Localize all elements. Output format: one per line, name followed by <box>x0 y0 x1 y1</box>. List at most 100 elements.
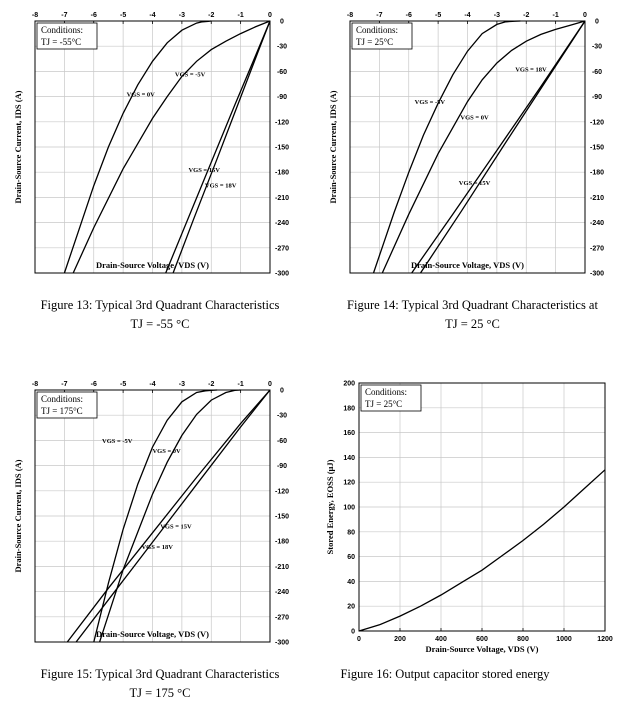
x-tick-label: -6 <box>406 12 412 19</box>
conditions-frame <box>351 22 413 50</box>
figure-13-caption-line1: Figure 13: Typical 3rd Quadrant Characte… <box>40 298 280 312</box>
y-tick-label: -120 <box>275 119 289 126</box>
x-tick-label: -7 <box>61 12 67 19</box>
x-axis-label: Drain-Source Voltage, VDS (V) <box>96 260 209 270</box>
y-tick-label: -300 <box>590 271 604 278</box>
series-line <box>63 20 212 274</box>
y-tick-label: 60 <box>347 554 355 561</box>
series-line <box>98 389 241 643</box>
x-tick-label: -4 <box>149 381 155 388</box>
y-tick-label: -60 <box>277 438 287 445</box>
conditions-title: Conditions: <box>365 387 407 397</box>
x-tick-label: 400 <box>435 636 447 643</box>
x-tick-label: -1 <box>238 381 244 388</box>
conditions-value: TJ = -55°C <box>41 37 81 47</box>
x-tick-label: 800 <box>517 636 529 643</box>
y-tick-label: -90 <box>592 94 602 101</box>
curve-label: VGS = 15V <box>459 180 491 187</box>
curve-label: VGS = 18V <box>515 66 547 73</box>
curve-label: VGS = 18V <box>141 544 173 551</box>
figure-16-caption: Figure 16: Output capacitor stored energ… <box>320 665 570 684</box>
y-tick-label: -210 <box>275 195 289 202</box>
y-tick-label: 0 <box>280 388 284 395</box>
y-tick-label: -90 <box>277 463 287 470</box>
figure-15-caption-line2: TJ = 175 °C <box>129 686 191 700</box>
x-axis-label: Drain-Source Voltage, VDS (V) <box>96 629 209 639</box>
x-tick-label: -2 <box>523 12 529 19</box>
y-tick-label: -60 <box>277 69 287 76</box>
curve-label: VGS = -5V <box>175 71 206 78</box>
series-line <box>419 20 586 274</box>
series-line <box>165 20 271 274</box>
y-tick-label: 0 <box>595 19 599 26</box>
series-line <box>66 389 271 643</box>
y-tick-label: 40 <box>347 579 355 586</box>
figure-13-chart: -8 -7 -6 -5 -4 -3 -2 -1 0 0 -30 -60 -90 -120 -150 -180 -… <box>10 6 300 296</box>
series-line <box>75 389 271 643</box>
y-tick-label: -30 <box>592 44 602 51</box>
y-tick-label: 200 <box>343 381 355 388</box>
x-tick-label: -7 <box>61 381 67 388</box>
figure-15-caption-line1: Figure 15: Typical 3rd Quadrant Characte… <box>40 667 280 681</box>
figure-16-chart: 0 200 400 600 800 1000 1200 0 20 40 60 80 100 120 140 1… <box>325 375 615 665</box>
x-tick-label: 1200 <box>597 636 613 643</box>
x-tick-label: -5 <box>120 381 126 388</box>
curve-label: VGS = 0V <box>127 92 156 99</box>
x-tick-label: -6 <box>91 381 97 388</box>
y-tick-label: -150 <box>275 514 289 521</box>
x-tick-label: -1 <box>553 12 559 19</box>
x-tick-label: 0 <box>268 12 272 19</box>
x-axis-label: Drain-Source Voltage, VDS (V) <box>411 260 524 270</box>
curve-label: VGS = 0V <box>152 448 181 455</box>
y-tick-label: -300 <box>275 640 289 647</box>
x-tick-label: -5 <box>435 12 441 19</box>
conditions-value: TJ = 25°C <box>365 399 402 409</box>
y-tick-label: -270 <box>275 614 289 621</box>
y-tick-label: -300 <box>275 271 289 278</box>
curve-label: VGS = 18V <box>205 182 237 189</box>
x-tick-label: -6 <box>91 12 97 19</box>
series-line <box>93 389 218 643</box>
y-axis-label: Stored Energy, EOSS (μJ) <box>325 459 335 554</box>
y-tick-label: -150 <box>275 145 289 152</box>
x-tick-label: -8 <box>347 12 353 19</box>
x-tick-label: 0 <box>583 12 587 19</box>
y-tick-label: -90 <box>277 94 287 101</box>
y-tick-label: -240 <box>590 220 604 227</box>
conditions-box: Conditions: TJ = 25°C <box>351 22 413 50</box>
x-tick-label: -7 <box>376 12 382 19</box>
y-tick-label: -270 <box>590 245 604 252</box>
y-tick-label: 0 <box>351 629 355 636</box>
y-tick-label: -270 <box>275 245 289 252</box>
x-axis-label: Drain-Source Voltage, VDS (V) <box>425 644 538 654</box>
y-tick-label: -180 <box>590 170 604 177</box>
figure-13-svg: -8 -7 -6 -5 -4 -3 -2 -1 0 0 -30 -60 -90 -120 -150 -180 -… <box>13 12 289 278</box>
y-tick-label: -180 <box>275 539 289 546</box>
conditions-frame <box>36 22 98 50</box>
y-tick-label: -240 <box>275 220 289 227</box>
y-tick-label: 20 <box>347 604 355 611</box>
y-axis-label: Drain-Source Current, IDS (A) <box>328 90 338 203</box>
y-tick-label: 100 <box>343 505 355 512</box>
figure-14-caption: Figure 14: Typical 3rd Quadrant Characte… <box>320 296 625 334</box>
y-tick-label: -30 <box>277 44 287 51</box>
curve-label: VGS = 0V <box>460 114 489 121</box>
y-tick-label: 160 <box>343 430 355 437</box>
conditions-box: Conditions: TJ = 175°C <box>36 391 98 419</box>
figure-14-svg: -8 -7 -6 -5 -4 -3 -2 -1 0 0 -30 -60 -90 -120 -150 -180 -… <box>328 12 604 278</box>
x-tick-label: -5 <box>120 12 126 19</box>
y-tick-label: -120 <box>590 119 604 126</box>
x-tick-label: -3 <box>494 12 500 19</box>
y-tick-label: 180 <box>343 405 355 412</box>
figure-13-caption: Figure 13: Typical 3rd Quadrant Characte… <box>10 296 310 334</box>
curve-label: VGS = -5V <box>102 438 133 445</box>
conditions-title: Conditions: <box>41 394 83 404</box>
curve-label: VGS = 15V <box>160 524 192 531</box>
x-tick-label: 0 <box>357 636 361 643</box>
figure-14-caption-line2: TJ = 25 °C <box>445 317 500 331</box>
series-line <box>372 20 521 274</box>
x-tick-label: -2 <box>208 381 214 388</box>
curve-label: VGS = -5V <box>415 99 446 106</box>
figure-14-chart: -8 -7 -6 -5 -4 -3 -2 -1 0 0 -30 -60 -90 -120 -150 -180 -… <box>325 6 615 296</box>
series-line <box>358 469 606 632</box>
